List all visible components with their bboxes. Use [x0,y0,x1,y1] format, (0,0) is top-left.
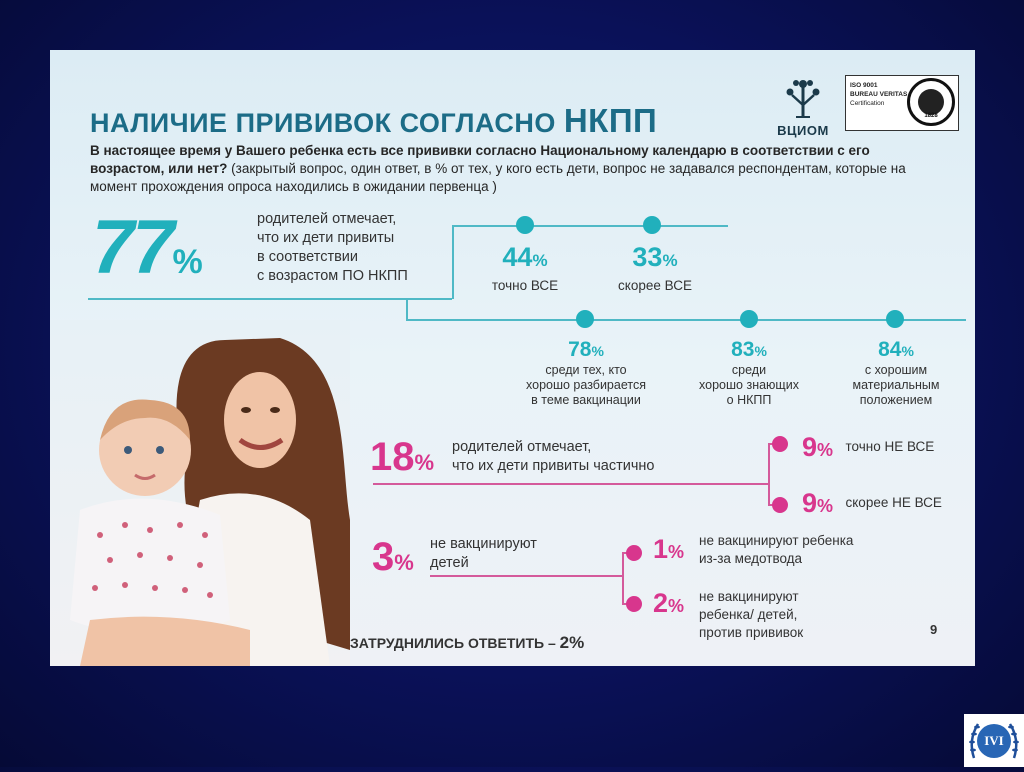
page-title: НАЛИЧИЕ ПРИВИВОК СОГЛАСНО НКПП [90,102,658,139]
connector-line [406,319,966,321]
sub-stat-33: 33% скорее ВСЕ [618,242,692,293]
bureau-veritas-seal-icon: 1828 [907,78,955,126]
connector-line [430,575,622,577]
main-stat-value: 77% [92,205,203,290]
main-stat-description: родителей отмечает, что их дети привиты … [257,211,408,284]
partial-stat-description: родителей отмечает, что их дети привиты … [452,439,655,474]
vciom-logo-text: ВЦИОМ [777,123,829,138]
connector-line [373,483,768,485]
connector-line [452,225,728,227]
laurel-globe-icon [969,723,1019,759]
ivi-logo: IVI [964,714,1024,767]
infographic-slide: НАЛИЧИЕ ПРИВИВОК СОГЛАСНО НКПП ВЦИОМ ISO… [50,50,975,666]
sub-stat-44: 44% точно ВСЕ [491,242,559,293]
connector-line [406,298,408,320]
stat-dot [626,596,642,612]
group-stat-78: 78% среди тех, кто хорошо разбирается в те… [526,338,646,407]
cert-iso: ISO 9001 [850,82,878,89]
partial-stat-value: 18% [370,435,435,479]
cert-bureau-veritas: BUREAU VERITAS [850,91,908,98]
stat-dot [516,216,534,234]
none-stat-value: 3% [372,535,414,579]
connector-line [622,552,624,604]
stat-dot [576,310,594,328]
connector-line [88,298,452,300]
vciom-logo: ВЦИОМ [768,75,838,138]
bureau-veritas-certification: ISO 9001 BUREAU VERITAS Certification 18… [845,75,959,131]
none-stat-description: не вакцинируют детей [430,536,537,571]
survey-question: В настоящее время у Вашего ребенка есть … [90,143,906,194]
partial-item-2: 9% скорее НЕ ВСЕ [802,488,942,518]
page-number: 9 [930,622,938,637]
stat-dot [740,310,758,328]
stat-dot [626,545,642,561]
bv-year: 1828 [924,113,938,119]
hard-to-answer: ЗАТРУДНИЛИСЬ ОТВЕТИТЬ – 2% [350,633,585,652]
tree-icon [786,80,820,118]
cert-certification: Certification [850,100,885,107]
stat-dot [772,436,788,452]
stat-dot [643,216,661,234]
group-stat-84: 84% с хорошим материальным положением [852,338,940,407]
ivi-logo-text: IVI [984,733,1004,748]
mother-and-baby-photo [50,320,350,666]
partial-item-1: 9% точно НЕ ВСЕ [802,432,935,462]
connector-line [768,443,770,505]
stat-dot [772,497,788,513]
stat-dot [886,310,904,328]
connector-line [452,225,454,299]
group-stat-83: 83% среди хорошо знающих о НКПП [699,338,799,407]
